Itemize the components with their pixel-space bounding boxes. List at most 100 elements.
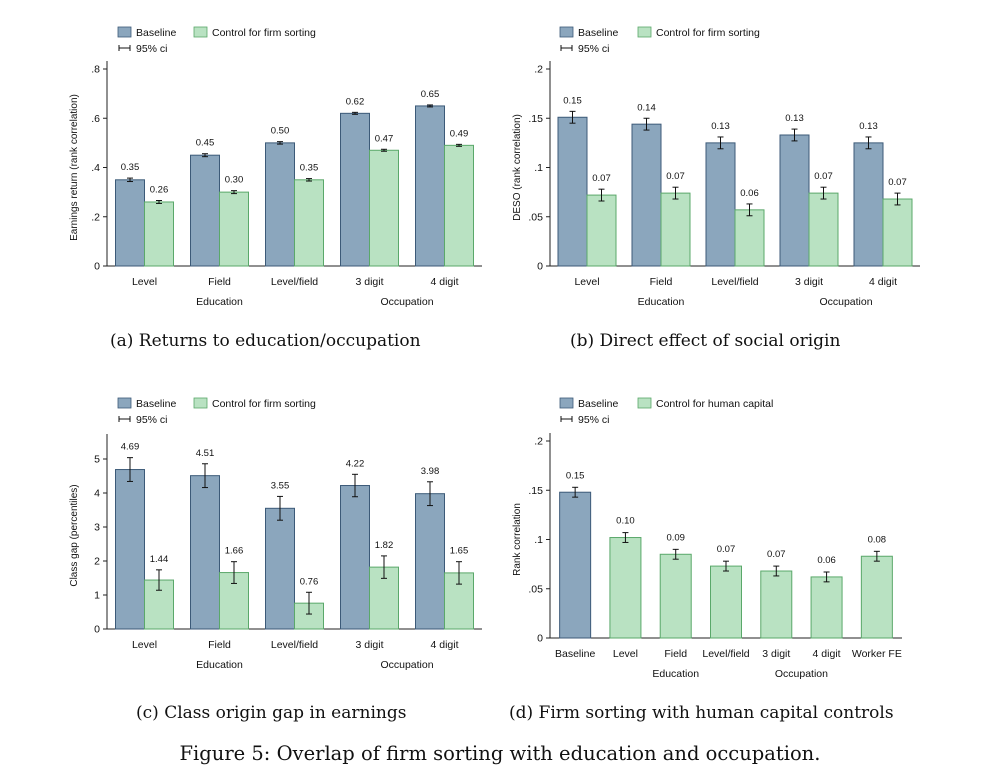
y-tick-label: 2 [94, 556, 100, 568]
chart-a: Baseline Control for firm sorting 95% ci 0.… [69, 26, 482, 308]
bar-baseline [190, 475, 220, 630]
legend-label-ci: 95% ci [136, 43, 168, 55]
legend-label-control: Control for firm sorting [656, 27, 760, 39]
x-tick-label: Level [132, 639, 157, 651]
y-tick-label: .1 [534, 534, 543, 546]
bar-control [294, 179, 324, 267]
legend-label-ci: 95% ci [578, 43, 610, 55]
data-label: 0.26 [150, 184, 169, 195]
bar-control [860, 555, 893, 639]
y-tick-label: .8 [91, 64, 100, 76]
legend-label-ci: 95% ci [578, 414, 610, 426]
legend-label-baseline: Baseline [578, 27, 618, 39]
data-label: 0.13 [785, 113, 804, 124]
x-tick-label: Level/field [271, 639, 318, 651]
data-label: 0.07 [814, 171, 833, 182]
caption-b: (b) Direct effect of social origin [570, 331, 841, 351]
legend-swatch-baseline [559, 397, 574, 409]
caption-c: (c) Class origin gap in earnings [136, 703, 407, 723]
panel-a: Baseline Control for firm sorting 95% ci 0.… [0, 15, 490, 315]
data-label: 0.08 [868, 534, 887, 545]
bar-control [609, 537, 642, 639]
data-label: 1.66 [225, 546, 244, 557]
bar-control [369, 149, 399, 267]
y-tick-label: .15 [528, 485, 543, 497]
x-tick-label: Level [613, 648, 638, 660]
data-label: 0.76 [300, 576, 319, 587]
data-label: 4.22 [346, 458, 365, 469]
x-tick-label: Field [650, 276, 673, 288]
x-tick-label: Level/field [271, 276, 318, 288]
bar-baseline [631, 123, 662, 267]
bar-baseline [705, 142, 736, 267]
legend-label-baseline: Baseline [136, 398, 176, 410]
y-tick-label: 0 [94, 261, 100, 273]
data-label: 0.07 [767, 549, 786, 560]
y-axis-label: Class gap (percentiles) [69, 484, 80, 586]
legend-label-control: Control for firm sorting [212, 398, 316, 410]
y-tick-label: .05 [528, 211, 543, 223]
legend-swatch-control [193, 26, 208, 38]
y-tick-label: 0 [537, 261, 543, 273]
legend-label-control: Control for firm sorting [212, 27, 316, 39]
caption-a: (a) Returns to education/occupation [110, 331, 421, 351]
bar-control [882, 198, 913, 267]
data-label: 0.06 [740, 188, 759, 199]
x-tick-label: Field [664, 648, 687, 660]
legend-swatch-control [637, 26, 652, 38]
y-tick-label: 4 [94, 488, 100, 500]
x-tick-label: 4 digit [430, 639, 458, 651]
y-axis-label: DESO (rank correlation) [512, 114, 523, 221]
legend-swatch-baseline [117, 397, 132, 409]
y-tick-label: .2 [91, 211, 100, 223]
data-label: 0.14 [637, 102, 656, 113]
panel-b: Baseline Control for firm sorting 95% ci 0.… [490, 15, 940, 315]
data-label: 4.51 [196, 448, 215, 459]
x-group-label: Occupation [380, 296, 433, 308]
bar-baseline [415, 105, 445, 267]
y-tick-label: .15 [528, 113, 543, 125]
x-tick-label: 3 digit [355, 276, 383, 288]
legend-label-ci: 95% ci [136, 414, 168, 426]
x-group-label: Occupation [380, 659, 433, 671]
bar-control [710, 565, 742, 639]
y-tick-label: .2 [534, 436, 543, 448]
data-label: 0.65 [421, 89, 440, 100]
data-label: 0.45 [196, 138, 215, 149]
data-label: 4.69 [121, 442, 140, 453]
y-axis-label: Earnings return (rank correlation) [69, 94, 80, 241]
y-tick-label: .1 [534, 162, 543, 174]
data-label: 0.07 [592, 173, 611, 184]
data-label: 0.47 [375, 133, 394, 144]
data-label: 0.13 [711, 121, 730, 132]
data-label: 0.35 [300, 163, 319, 174]
data-label: 0.62 [346, 96, 365, 107]
data-label: 1.44 [150, 554, 169, 565]
legend-label-baseline: Baseline [136, 27, 176, 39]
bar-baseline [559, 491, 592, 639]
bar-control [659, 553, 692, 639]
data-label: 0.09 [666, 532, 685, 543]
bar-baseline [340, 112, 370, 267]
data-label: 0.30 [225, 175, 244, 186]
x-tick-label: 3 digit [762, 648, 790, 660]
x-group-label: Education [652, 668, 699, 680]
bar-baseline [779, 134, 810, 267]
bar-baseline [415, 493, 445, 630]
data-label: 0.07 [717, 544, 736, 555]
bar-control [144, 201, 174, 267]
data-label: 0.07 [666, 171, 685, 182]
y-tick-label: 1 [94, 590, 100, 602]
bar-baseline [265, 142, 295, 267]
caption-d: (d) Firm sorting with human capital cont… [509, 703, 894, 723]
y-tick-label: .2 [534, 64, 543, 76]
x-group-label: Education [196, 659, 243, 671]
legend-swatch-control [193, 397, 208, 409]
y-tick-label: 0 [94, 624, 100, 636]
bar-baseline [190, 154, 220, 267]
bar-control [810, 576, 843, 639]
chart-b: Baseline Control for firm sorting 95% ci 0.… [512, 26, 920, 308]
bar-control [808, 192, 839, 267]
bar-baseline [265, 507, 295, 630]
data-label: 3.55 [271, 480, 290, 491]
